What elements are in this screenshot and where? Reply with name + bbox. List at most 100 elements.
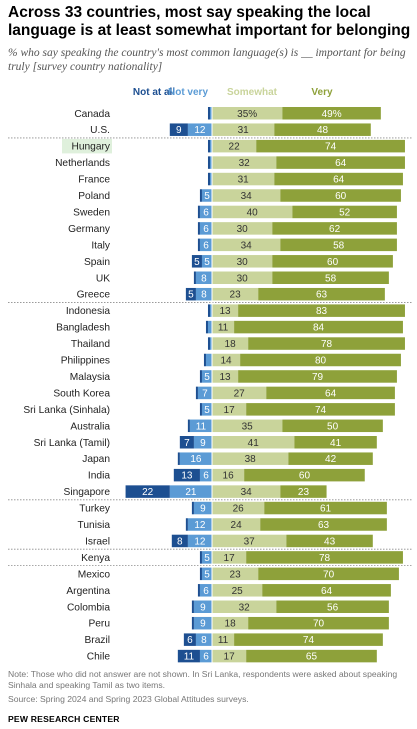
- label-very-2: 74: [325, 142, 337, 153]
- bar-somewhat-2: [212, 139, 257, 153]
- label-very-0: 49%: [322, 109, 342, 120]
- label-very-4: 64: [333, 175, 345, 186]
- bar-not-at-all-14: [207, 337, 210, 350]
- label-somewhat-8: 34: [241, 240, 253, 251]
- legend-label-0: Not at all: [133, 87, 175, 98]
- bar-not-very-15: [205, 353, 212, 367]
- label-very-25: 63: [318, 520, 330, 531]
- bar-somewhat-13: [212, 320, 235, 334]
- category-label-7: Germany: [68, 224, 111, 235]
- category-label-28: Mexico: [78, 569, 111, 580]
- label-not-at-all-23: 22: [142, 487, 154, 498]
- label-very-11: 63: [316, 290, 328, 301]
- label-very-7: 62: [329, 224, 341, 235]
- category-label-3: Netherlands: [55, 158, 110, 169]
- bar-very-7: [272, 222, 397, 235]
- bar-very-31: [248, 616, 389, 630]
- bar-very-32: [234, 633, 383, 646]
- category-label-0: Canada: [74, 109, 110, 120]
- bar-very-28: [258, 567, 399, 581]
- label-not-very-9: 5: [204, 257, 210, 268]
- label-very-27: 78: [319, 553, 331, 564]
- bar-somewhat-23: [212, 485, 281, 498]
- label-very-30: 56: [327, 602, 339, 613]
- label-very-26: 43: [324, 536, 336, 547]
- bar-somewhat-21: [212, 452, 289, 465]
- bar-not-very-29: [199, 584, 212, 597]
- category-label-14: Thailand: [71, 339, 110, 350]
- label-somewhat-4: 31: [238, 175, 250, 186]
- label-somewhat-15: 14: [221, 356, 233, 367]
- bar-not-at-all-22: [173, 468, 200, 482]
- bar-not-very-17: [197, 386, 212, 400]
- bar-not-at-all-11: [185, 287, 196, 301]
- label-somewhat-24: 26: [233, 504, 245, 515]
- bar-somewhat-14: [212, 337, 249, 350]
- label-somewhat-2: 22: [229, 142, 241, 153]
- bar-not-at-all-4: [207, 172, 210, 186]
- bar-not-very-25: [187, 518, 212, 531]
- chart-note: Note: Those who did not answer are not s…: [8, 669, 398, 690]
- label-somewhat-32: 11: [218, 635, 229, 646]
- bar-somewhat-20: [212, 436, 295, 449]
- label-very-10: 58: [325, 273, 337, 284]
- bar-very-3: [276, 156, 405, 169]
- label-not-very-24: 9: [200, 504, 206, 515]
- category-label-12: Indonesia: [66, 306, 111, 317]
- label-very-15: 80: [315, 356, 327, 367]
- label-very-31: 70: [313, 619, 325, 630]
- bar-somewhat-9: [212, 255, 273, 268]
- label-somewhat-18: 17: [224, 405, 236, 416]
- label-very-13: 84: [313, 323, 325, 334]
- bar-not-very-19: [189, 419, 212, 433]
- bar-not-at-all-1: [169, 123, 188, 136]
- bar-somewhat-11: [212, 287, 259, 301]
- label-very-29: 64: [321, 586, 333, 597]
- label-not-very-21: 16: [190, 454, 202, 465]
- label-not-very-7: 6: [203, 224, 209, 235]
- category-label-10: UK: [96, 273, 110, 284]
- bar-very-20: [294, 436, 377, 449]
- label-not-very-17: 7: [202, 388, 208, 399]
- bar-not-very-32: [195, 633, 212, 646]
- label-somewhat-27: 17: [224, 553, 236, 564]
- bar-very-13: [234, 320, 403, 334]
- bar-not-at-all-2: [207, 139, 210, 153]
- category-label-20: Sri Lanka (Tamil): [34, 438, 110, 449]
- bar-not-very-0: [209, 107, 212, 120]
- category-label-32: Brazil: [85, 635, 110, 646]
- label-not-very-27: 5: [204, 553, 210, 564]
- bar-not-very-2: [209, 139, 212, 153]
- bar-not-very-18: [201, 403, 212, 416]
- legend-label-3: Very: [311, 87, 333, 98]
- label-very-16: 79: [312, 372, 324, 383]
- bar-not-at-all-18: [199, 403, 202, 416]
- label-very-33: 65: [306, 652, 318, 663]
- bar-not-very-21: [179, 452, 212, 465]
- label-somewhat-0: 35%: [237, 109, 257, 120]
- bar-somewhat-4: [212, 172, 275, 186]
- bar-somewhat-30: [212, 600, 277, 613]
- bar-not-very-26: [187, 534, 212, 548]
- bar-very-27: [246, 551, 403, 564]
- bar-not-very-16: [201, 370, 212, 383]
- bar-somewhat-12: [212, 304, 239, 317]
- bar-not-at-all-7: [197, 222, 200, 235]
- category-label-16: Malaysia: [70, 372, 111, 383]
- label-somewhat-16: 13: [220, 372, 232, 383]
- category-label-8: Italy: [91, 240, 111, 251]
- bar-not-at-all-24: [191, 501, 194, 515]
- bar-somewhat-28: [212, 567, 259, 581]
- bar-not-at-all-21: [177, 452, 180, 465]
- bar-not-at-all-31: [191, 616, 194, 630]
- bar-not-at-all-27: [199, 551, 202, 564]
- label-not-at-all-1: 9: [176, 125, 182, 136]
- bar-not-at-all-8: [197, 238, 200, 252]
- bar-not-at-all-19: [187, 419, 190, 433]
- label-not-very-16: 5: [204, 372, 210, 383]
- label-not-very-32: 8: [201, 635, 207, 646]
- bar-somewhat-8: [212, 238, 281, 252]
- label-not-very-18: 5: [204, 405, 210, 416]
- bar-not-at-all-29: [197, 584, 200, 597]
